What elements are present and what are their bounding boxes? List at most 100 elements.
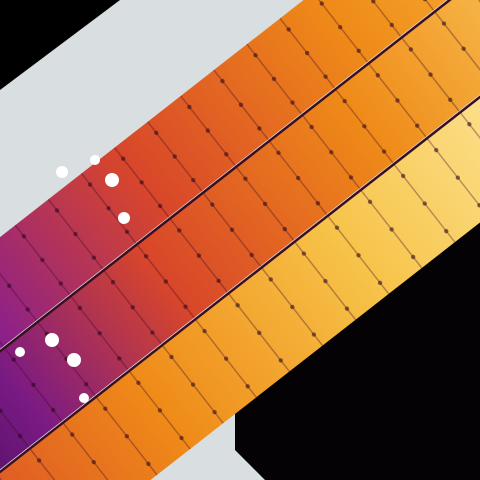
cell-dot xyxy=(428,72,433,77)
hotspot xyxy=(118,212,130,224)
cell-dot xyxy=(91,459,96,465)
cell-dot xyxy=(224,152,229,157)
cell-dot xyxy=(356,253,361,258)
cell-dot xyxy=(130,305,135,310)
cell-dot xyxy=(448,97,453,103)
cell-dot xyxy=(301,251,307,256)
cell-dot xyxy=(84,382,89,387)
cell-dot xyxy=(146,461,151,467)
cell-dot xyxy=(87,182,93,187)
cell-dot xyxy=(329,149,334,155)
hotspots xyxy=(15,155,130,403)
cell-dot xyxy=(124,229,130,235)
cell-dot xyxy=(120,156,126,161)
hotspot xyxy=(67,353,81,367)
cell-dot xyxy=(304,50,310,56)
cell-dot xyxy=(216,278,221,284)
cell-dot xyxy=(220,78,225,84)
cell-dot xyxy=(389,22,394,28)
cell-dot xyxy=(179,435,184,441)
cell-dot xyxy=(389,227,394,232)
cell-dot xyxy=(278,358,283,363)
cell-dot xyxy=(444,228,449,234)
cell-dot xyxy=(315,201,321,206)
cell-dot xyxy=(103,406,108,411)
cell-dot xyxy=(70,432,75,437)
cell-dot xyxy=(238,102,244,107)
cell-dot xyxy=(290,100,295,105)
cell-dot xyxy=(309,124,314,130)
cell-dot xyxy=(196,253,202,258)
cell-dot xyxy=(344,306,350,311)
cell-dot xyxy=(362,124,367,129)
cell-dot xyxy=(395,98,400,103)
cell-dot xyxy=(245,384,250,389)
cell-dot xyxy=(257,330,262,336)
cell-dot xyxy=(91,255,97,260)
cell-dot xyxy=(223,356,229,361)
cell-dot xyxy=(190,382,196,387)
cell-dot xyxy=(422,0,428,2)
cell-dot xyxy=(422,201,427,206)
cell-dot xyxy=(319,1,324,6)
cell-dot xyxy=(461,46,466,51)
cell-dot xyxy=(371,0,376,4)
cell-dot xyxy=(290,304,295,310)
cell-dot xyxy=(338,24,343,30)
cell-dot xyxy=(183,304,188,309)
cell-dot xyxy=(157,203,163,209)
cell-dot xyxy=(58,281,64,286)
cell-dot xyxy=(212,409,217,415)
cell-dot xyxy=(143,254,149,259)
cell-dot xyxy=(414,123,420,128)
cell-dot xyxy=(356,48,361,54)
cell-dot xyxy=(150,330,155,335)
cell-dot xyxy=(311,332,317,337)
cell-dot xyxy=(271,76,277,82)
cell-dot xyxy=(202,328,207,334)
cell-dot xyxy=(467,122,472,127)
cell-dot xyxy=(408,47,414,52)
cell-dot xyxy=(375,73,380,78)
cell-dot xyxy=(268,277,273,282)
cell-dot xyxy=(229,227,235,232)
cell-dot xyxy=(117,356,122,361)
cell-dot xyxy=(334,225,340,230)
cell-dot xyxy=(172,154,177,159)
string-gap-1 xyxy=(0,0,480,453)
cell-dot xyxy=(257,126,262,131)
cell-dot xyxy=(50,407,56,413)
cell-dot xyxy=(477,203,480,208)
cell-dot xyxy=(136,380,141,386)
cell-dot xyxy=(410,254,416,260)
cell-dot xyxy=(0,408,3,413)
hotspot xyxy=(105,173,119,187)
cell-dot xyxy=(377,280,383,286)
cell-dot xyxy=(36,458,42,463)
hotspot xyxy=(79,393,89,403)
cell-dot xyxy=(253,53,258,58)
cell-dot xyxy=(295,175,301,181)
cell-dot xyxy=(106,205,111,211)
cell-dot xyxy=(163,279,169,284)
cell-dot xyxy=(441,21,447,26)
string-gap-2 xyxy=(0,8,480,480)
cell-dot xyxy=(400,173,406,179)
cell-dot xyxy=(243,176,248,181)
hotspot xyxy=(90,155,100,165)
cell-dot xyxy=(54,208,60,213)
cell-dot xyxy=(286,27,291,32)
cell-dot xyxy=(97,330,102,336)
cell-dot xyxy=(157,408,163,413)
cell-dot xyxy=(25,307,30,312)
cell-dot xyxy=(323,278,328,284)
hotspot xyxy=(15,347,25,357)
cell-dot xyxy=(282,226,287,232)
cell-dot xyxy=(176,228,182,233)
cell-dot xyxy=(110,279,116,285)
cell-dot xyxy=(169,354,174,360)
cell-dot xyxy=(455,175,461,180)
